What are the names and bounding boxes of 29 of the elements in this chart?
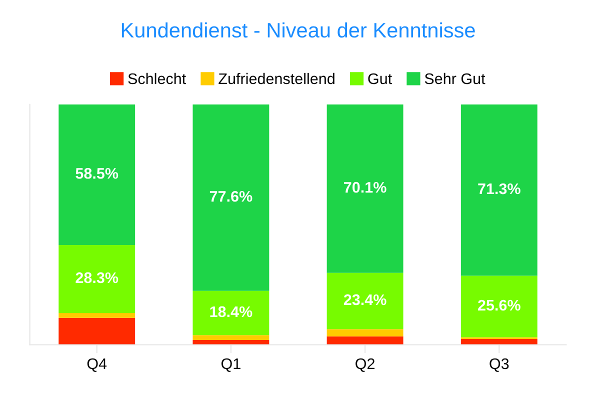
data-label: 77.6% bbox=[210, 190, 252, 202]
bar bbox=[326, 104, 404, 273]
bar bbox=[58, 318, 136, 345]
legend-label: Gut bbox=[368, 73, 392, 84]
data-label: 25.6% bbox=[478, 300, 520, 311]
bar bbox=[58, 104, 136, 246]
data-label: 71.3% bbox=[478, 183, 520, 194]
legend-label: Sehr Gut bbox=[424, 72, 486, 84]
legend-label: Zufriedenstellend bbox=[218, 72, 334, 84]
bar bbox=[192, 335, 270, 340]
data-label: 23.4% bbox=[344, 294, 386, 306]
x-tick-label: Q1 bbox=[221, 358, 240, 372]
chart-title: Kundendienst - Niveau der Kenntnisse bbox=[122, 22, 475, 38]
data-label: 28.3% bbox=[76, 272, 118, 284]
data-label: 18.4% bbox=[210, 306, 252, 318]
bar bbox=[58, 245, 136, 314]
data-label: 70.1% bbox=[344, 182, 386, 193]
x-tick-label: Q2 bbox=[356, 358, 374, 372]
bar bbox=[58, 313, 136, 318]
bar bbox=[460, 276, 538, 338]
x-tick-label: Q3 bbox=[490, 358, 509, 372]
bar bbox=[192, 290, 270, 336]
bar bbox=[326, 329, 404, 336]
data-label: 58.5% bbox=[76, 168, 118, 179]
x-tick-label: Q4 bbox=[87, 358, 107, 372]
bar bbox=[460, 104, 538, 276]
bar bbox=[326, 272, 404, 330]
legend-label: Schlecht bbox=[128, 72, 186, 84]
bar bbox=[192, 104, 270, 291]
